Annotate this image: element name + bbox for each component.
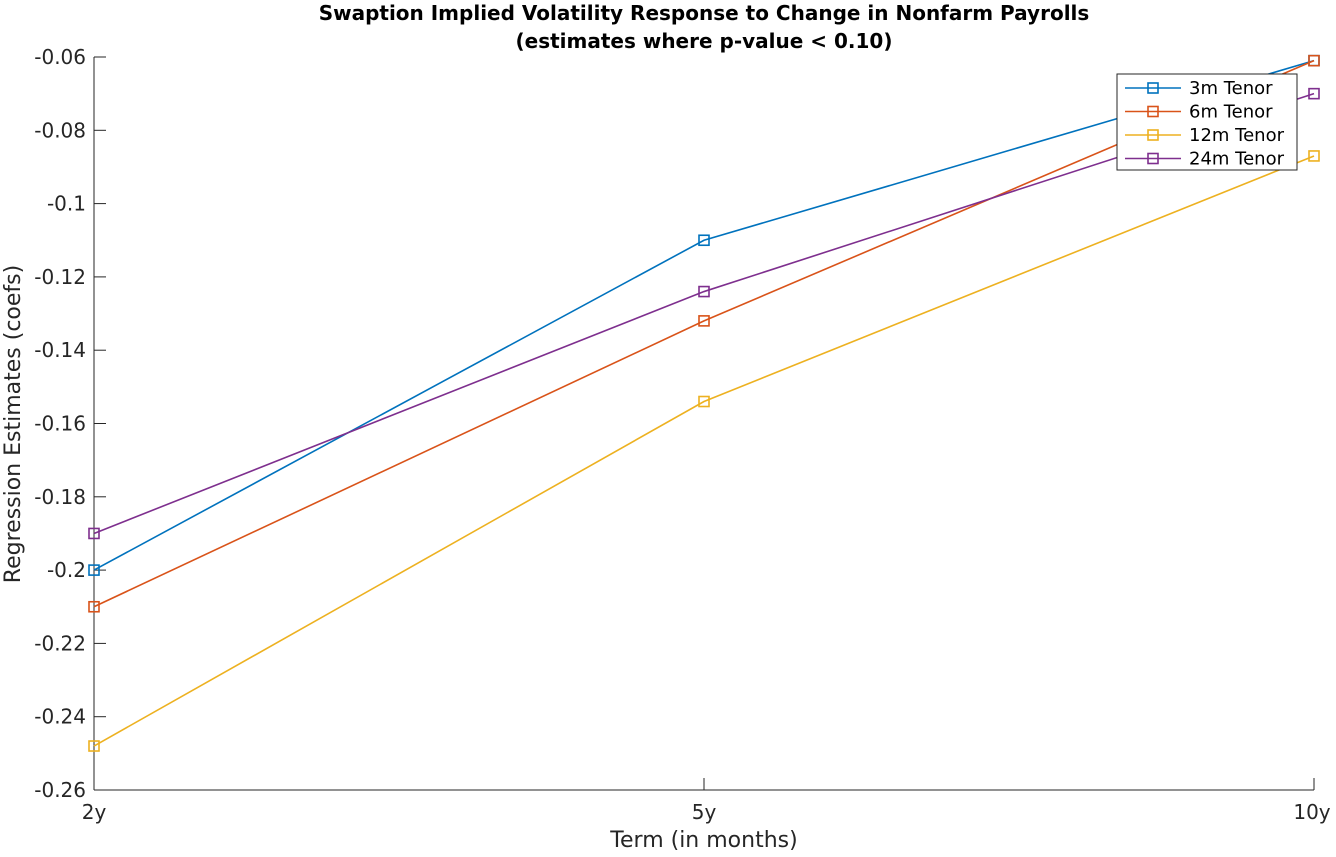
chart-title: Swaption Implied Volatility Response to … — [319, 1, 1090, 25]
data-point-marker — [88, 740, 100, 752]
y-axis-label: Regression Estimates (coefs) — [1, 265, 26, 583]
data-point-marker — [1308, 150, 1320, 162]
legend-marker — [1147, 152, 1159, 165]
legend-item: 24m Tenor — [1125, 149, 1285, 170]
series-line — [93, 92, 1315, 535]
y-tick-label: -0.18 — [34, 485, 86, 509]
legend-item: 6m Tenor — [1125, 102, 1273, 123]
data-point-marker — [698, 285, 710, 298]
legend-label: 3m Tenor — [1189, 78, 1273, 99]
data-point-marker — [698, 234, 710, 247]
legend-label: 6m Tenor — [1189, 102, 1273, 123]
data-point-marker — [88, 564, 100, 576]
y-tick-label: -0.1 — [47, 192, 86, 216]
legend-label: 12m Tenor — [1189, 125, 1285, 146]
series-line — [93, 59, 1315, 608]
y-tick-label: -0.08 — [34, 118, 86, 142]
legend-item: 3m Tenor — [1125, 78, 1273, 99]
chart-title-group: Swaption Implied Volatility Response to … — [319, 1, 1090, 53]
data-point-marker — [88, 527, 100, 540]
data-point-marker — [1308, 87, 1320, 100]
axes-group: -0.06 -0.08 -0.1 -0.12 -0.14 -0.16 -0.18 -0.2 -0… — [34, 45, 1331, 824]
x-tick-label: 2y — [82, 800, 107, 824]
legend-marker — [1147, 105, 1159, 118]
y-tick-label: -0.26 — [34, 778, 86, 802]
legend-box — [1116, 73, 1298, 171]
data-point-marker — [698, 395, 710, 408]
y-tick-label: -0.12 — [34, 265, 86, 289]
series-line — [93, 59, 1315, 571]
series-line — [93, 155, 1315, 747]
series-24m-tenor — [88, 87, 1320, 540]
legend-label: 24m Tenor — [1189, 149, 1285, 170]
y-tick-label: -0.2 — [47, 558, 86, 582]
series-6m-tenor — [88, 54, 1320, 613]
data-point-marker — [1308, 54, 1320, 67]
y-tick-label: -0.22 — [34, 631, 86, 655]
y-tick-label: -0.16 — [34, 412, 86, 436]
legend-item: 12m Tenor — [1125, 125, 1285, 146]
series-12m-tenor — [88, 150, 1320, 752]
series-group — [88, 54, 1320, 752]
chart-subtitle: (estimates where p-value < 0.10) — [515, 29, 892, 53]
legend-marker — [1147, 82, 1159, 94]
y-tick-label: -0.06 — [34, 45, 86, 69]
y-tick-label: -0.24 — [34, 705, 86, 729]
y-tick-label: -0.14 — [34, 338, 86, 362]
data-point-marker — [88, 600, 100, 613]
legend-marker — [1147, 129, 1159, 141]
x-axis-label: Term (in months) — [609, 828, 797, 853]
x-tick-label: 10y — [1293, 800, 1330, 824]
data-point-marker — [698, 315, 710, 327]
x-tick-label: 5y — [692, 800, 717, 824]
